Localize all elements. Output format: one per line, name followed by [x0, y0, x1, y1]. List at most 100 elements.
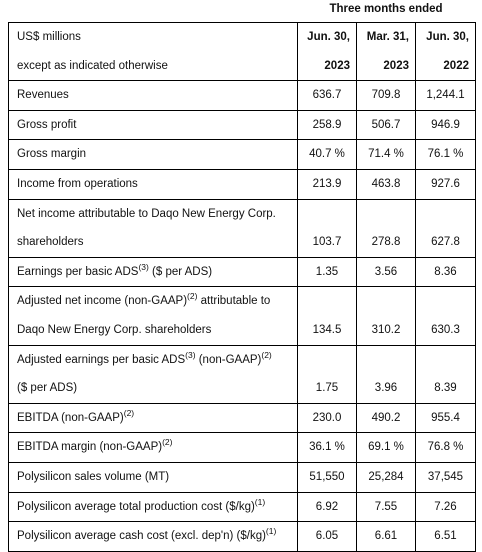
value-cell: 278.8: [356, 198, 416, 258]
row: Polysilicon sales volume (MT) 51,550 25,28…: [8, 461, 476, 493]
row-label: Income from operations: [8, 168, 298, 200]
label-line: shareholders: [17, 228, 291, 257]
label-line: ($ per ADS): [17, 374, 291, 403]
label-line: Polysilicon average cash cost (excl. dep…: [17, 522, 291, 551]
table: US$ millions except as indicated otherwis…: [8, 21, 476, 552]
row: EBITDA margin (non-GAAP)(2) 36.1 % 69.1 % 7…: [8, 432, 476, 463]
label-text: ($ per ADS): [17, 382, 78, 395]
footnote-ref: (1): [265, 526, 277, 537]
footnote-ref: (3): [185, 349, 196, 360]
value-cell: 506.7: [356, 109, 416, 141]
label-line: EBITDA margin (non-GAAP)(2): [17, 433, 291, 462]
value-cell: 6.92: [297, 491, 357, 523]
heading: Three months ended: [329, 3, 443, 15]
label-text: EBITDA (non-GAAP): [17, 411, 124, 424]
label-text: Adjusted earnings per basic ADS: [17, 353, 186, 366]
label-text: Income from operations: [17, 177, 138, 190]
value-cell: 3.56: [356, 256, 416, 288]
value-cell: 1.75: [297, 344, 357, 404]
header-label: US$ millions: [17, 31, 81, 43]
value-cell: 6.51: [415, 521, 476, 552]
label-text: Daqo New Energy Corp. shareholders: [17, 323, 212, 336]
label-text: ($ per ADS): [148, 265, 213, 278]
value-cell: 709.8: [356, 80, 416, 111]
row: Gross margin 40.7 % 71.4 % 76.1 %: [8, 139, 476, 170]
value-cell: 8.39: [415, 344, 476, 404]
value-cell: 51,550: [297, 461, 357, 493]
row-label: Net income attributable to Daqo New Ener…: [8, 198, 298, 258]
row: Gross profit 258.9 506.7 946.9: [8, 109, 476, 141]
row: Income from operations 213.9 463.8 927.6: [8, 168, 476, 200]
column-header-line: 2023: [324, 59, 350, 72]
value-cell: 7.26: [415, 491, 476, 523]
footnote-ref: (2): [162, 437, 173, 448]
column-header-line: Jun. 30,: [307, 31, 350, 43]
column-header-line: 2022: [443, 59, 469, 72]
row-label: Gross profit: [8, 109, 298, 141]
footnote-ref: (2): [261, 349, 272, 360]
label-line: Adjusted earnings per basic ADS(3) (non-…: [17, 346, 291, 375]
value-cell: 69.1 %: [356, 432, 416, 463]
value-cell: 213.9: [297, 168, 357, 200]
value-cell: 3.96: [356, 344, 416, 404]
value-cell: 7.55: [356, 491, 416, 523]
row: Net income attributable to Daqo New Ener…: [8, 198, 476, 258]
label-line: Polysilicon sales volume (MT): [17, 463, 291, 492]
footnote-ref: (3): [138, 261, 149, 272]
label-text: Polysilicon average total production cos…: [17, 500, 255, 513]
row-label: Adjusted earnings per basic ADS(3) (non-…: [8, 344, 298, 404]
value-cell: 103.7: [297, 198, 357, 258]
value-cell: 76.8 %: [415, 432, 476, 463]
label-text: Earnings per basic ADS: [17, 265, 139, 278]
row-label: Adjusted net income (non-GAAP)(2) attrib…: [8, 286, 298, 346]
label-text: attributable to: [197, 295, 271, 308]
row-label: Earnings per basic ADS(3) ($ per ADS): [8, 256, 298, 288]
value-cell: 636.7: [297, 80, 357, 111]
value-cell: 25,284: [356, 461, 416, 493]
label-text: Polysilicon sales volume (MT): [17, 470, 170, 483]
footnote-ref: (2): [123, 407, 135, 418]
value-cell: 463.8: [356, 168, 416, 200]
value-cell: 134.5: [297, 286, 357, 346]
value-cell: 1.35: [297, 256, 357, 288]
row-label: Polysilicon average total production cos…: [8, 491, 298, 523]
row-label: EBITDA margin (non-GAAP)(2): [8, 432, 298, 463]
value-cell: 37,545: [415, 461, 476, 493]
row-label: Revenues: [8, 80, 298, 111]
label-text: (non-GAAP): [195, 353, 262, 366]
label-text: Gross margin: [17, 148, 87, 161]
footnote-ref: (1): [254, 496, 266, 507]
row: EBITDA (non-GAAP)(2) 230.0 490.2 955.4: [8, 402, 476, 434]
value-cell: 36.1 %: [297, 432, 357, 463]
label-line: Gross margin: [17, 140, 291, 169]
value-cell: 6.61: [356, 521, 416, 552]
value-cell: 230.0: [297, 402, 357, 434]
column-header-line: 2023: [383, 59, 409, 72]
row: Revenues 636.7 709.8 1,244.1: [8, 80, 476, 111]
label-text: Polysilicon average cash cost (excl. dep…: [17, 530, 266, 543]
value-cell: 490.2: [356, 402, 416, 434]
value-cell: 1,244.1: [415, 80, 476, 111]
value-cell: 258.9: [297, 109, 357, 141]
row: Polysilicon average total production cos…: [8, 491, 476, 523]
footnote-ref: (2): [187, 291, 198, 302]
row-label: EBITDA (non-GAAP)(2): [8, 402, 298, 434]
label-text: shareholders: [17, 236, 84, 249]
header-row: US$ millions except as indicated otherwis…: [8, 21, 476, 82]
label-line: Polysilicon average total production cos…: [17, 493, 291, 522]
label-text: Net income attributable to Daqo New Ener…: [17, 207, 276, 220]
value-cell: 310.2: [356, 286, 416, 346]
value-cell: 71.4 %: [356, 139, 416, 170]
column-header: Jun. 30, 2023: [297, 21, 357, 82]
value-cell: 955.4: [415, 402, 476, 434]
column-header-line: Jun. 30,: [426, 31, 469, 43]
value-cell: 627.8: [415, 198, 476, 258]
label-text: EBITDA margin (non-GAAP): [17, 441, 163, 454]
label-text: Adjusted net income (non-GAAP): [17, 295, 188, 308]
label-line: Daqo New Energy Corp. shareholders: [17, 316, 291, 345]
row-label: Polysilicon average cash cost (excl. dep…: [8, 521, 298, 552]
value-cell: 76.1 %: [415, 139, 476, 170]
column-header: Jun. 30, 2022: [415, 21, 476, 82]
row: Polysilicon average cash cost (excl. dep…: [8, 521, 476, 552]
